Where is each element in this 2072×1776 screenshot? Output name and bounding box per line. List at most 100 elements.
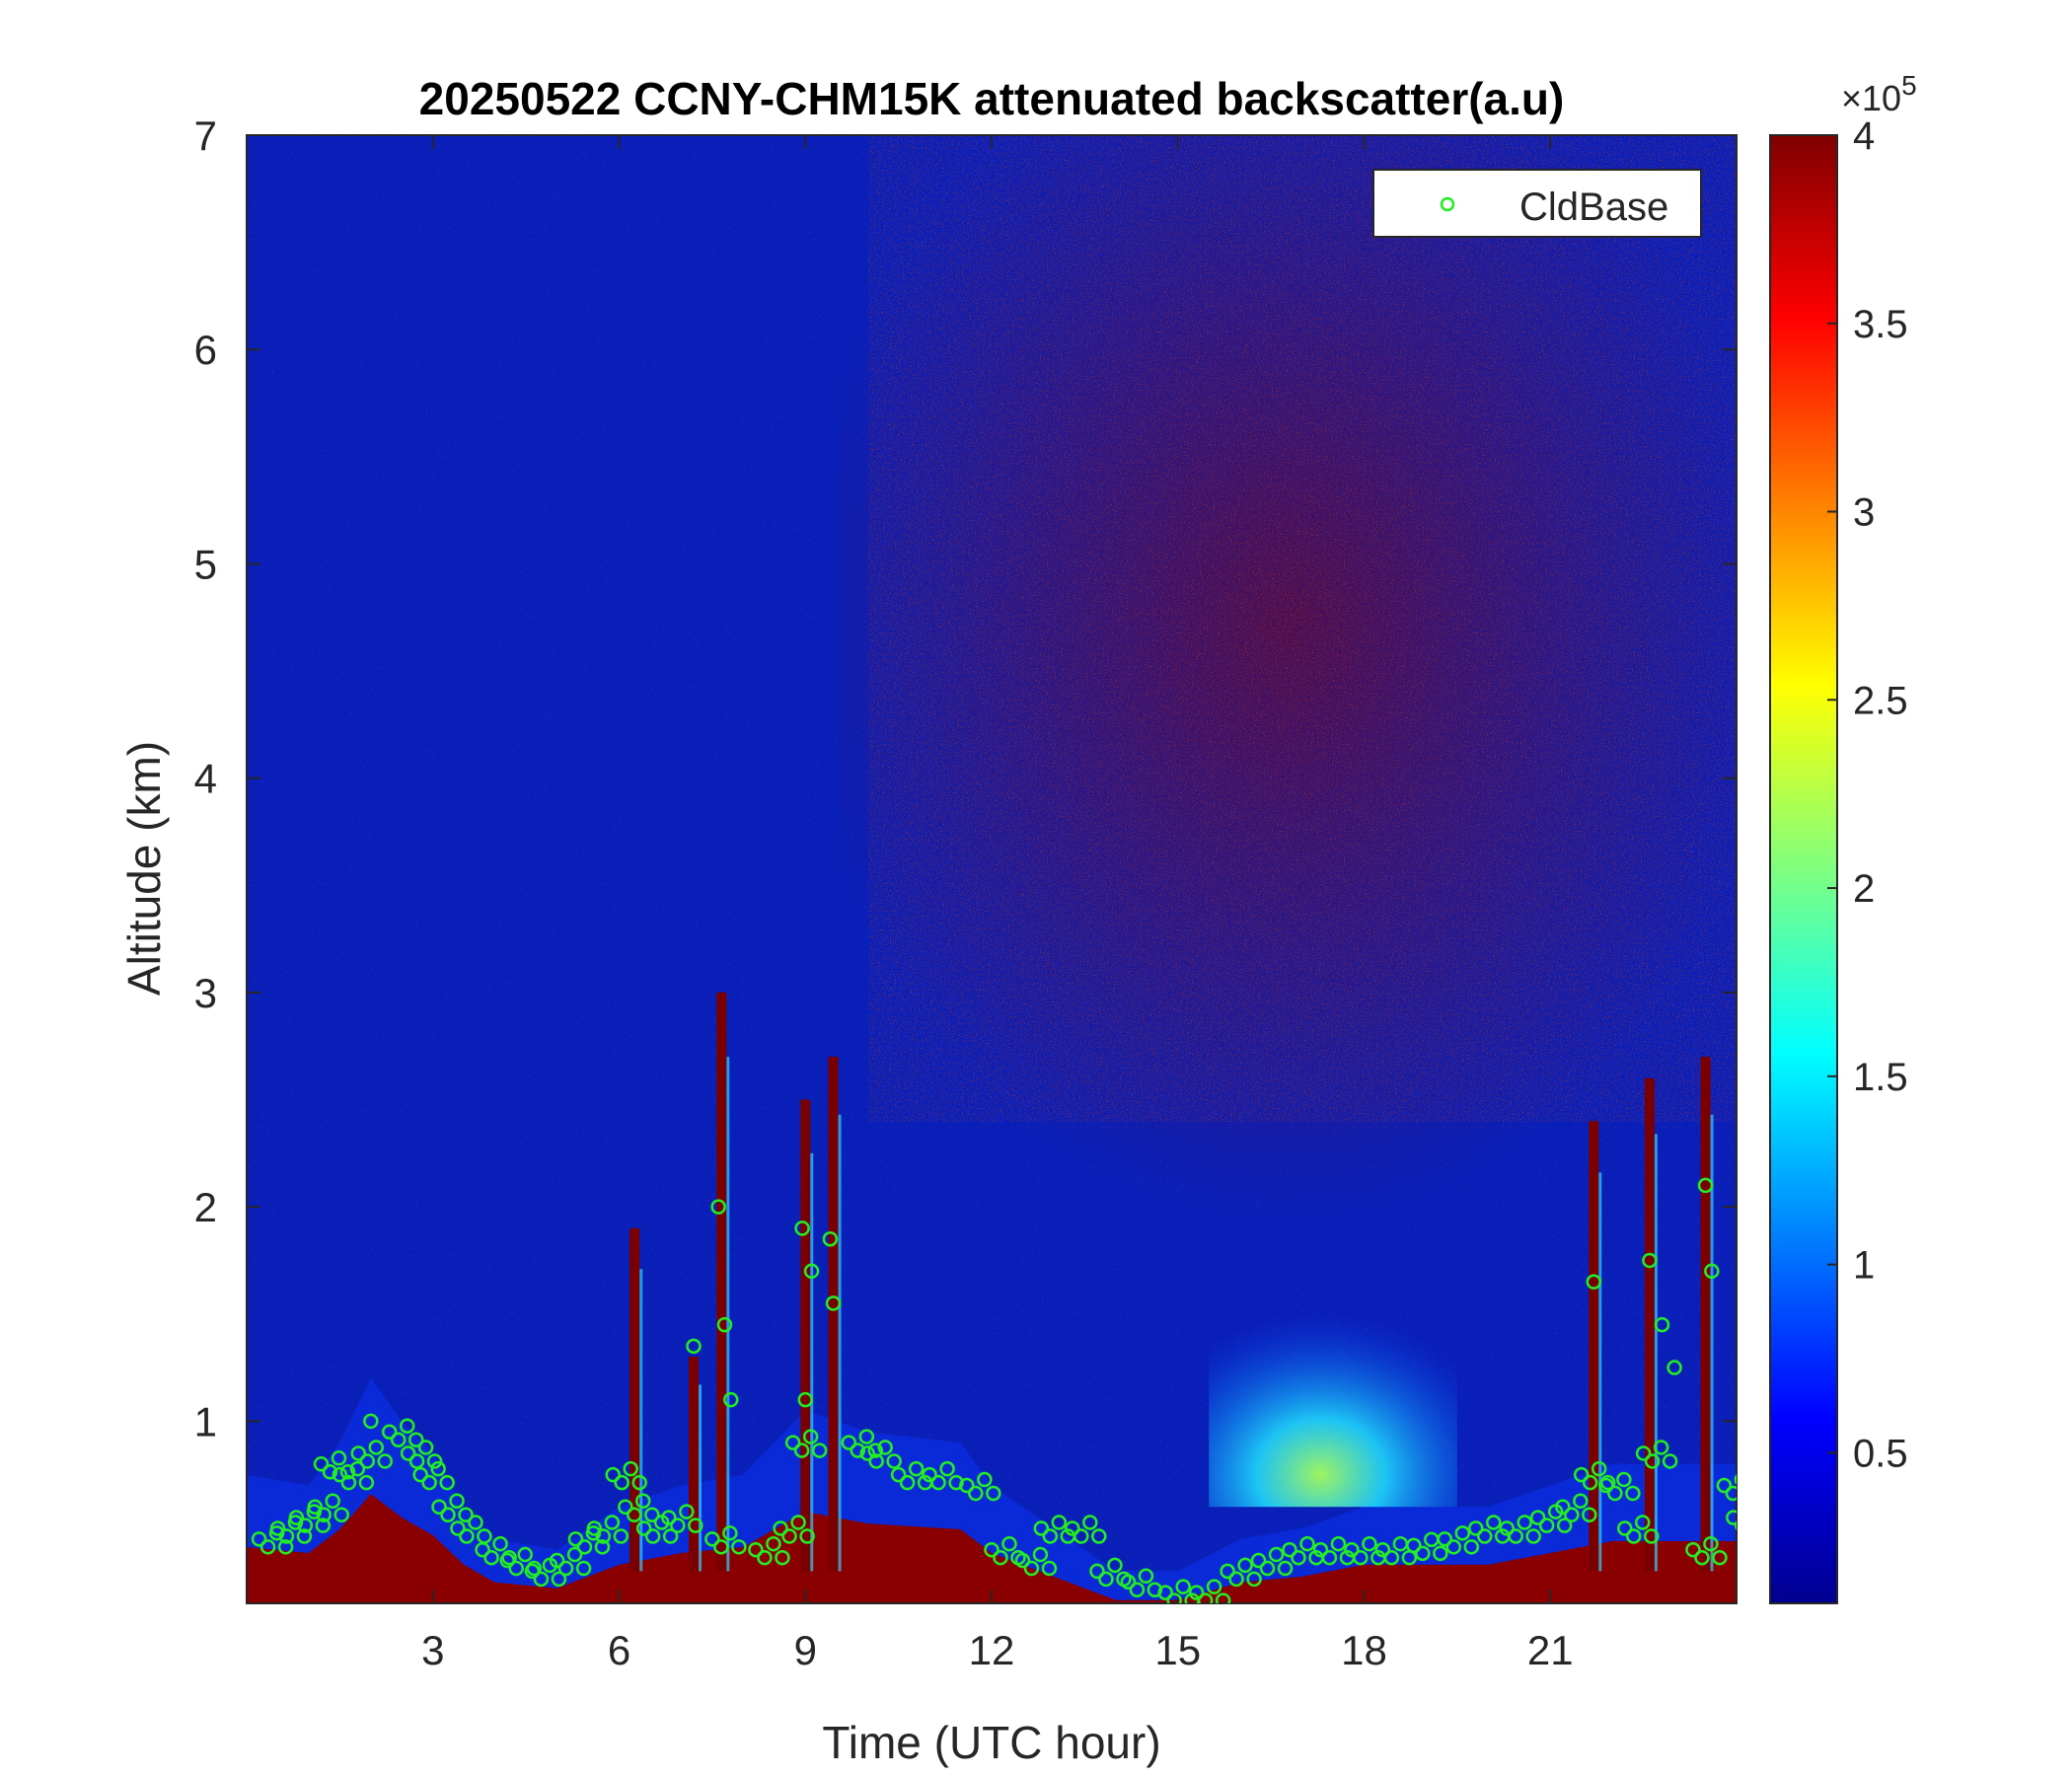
cloud-base-point [1573, 1493, 1589, 1509]
cloud-base-point [644, 1507, 660, 1522]
cloud-base-point [773, 1520, 788, 1536]
cloud-base-point [1228, 1571, 1244, 1588]
cloud-base-point [1220, 1563, 1235, 1580]
cloud-column-1 [689, 1357, 699, 1572]
cloud-base-point [551, 1571, 567, 1588]
cloud-base-point [1454, 1525, 1471, 1541]
cloud-base-point [1415, 1545, 1431, 1562]
cloud-column-3 [800, 1099, 811, 1572]
cloud-base-point [1014, 1552, 1031, 1569]
cloud-base-point [1032, 1546, 1049, 1563]
cloud-base-point [1694, 1549, 1710, 1566]
boundary-layer-saturated [247, 1494, 1737, 1603]
cloud-base-point [1299, 1535, 1315, 1552]
cloud-base-point [716, 1316, 733, 1333]
cloud-base-point [799, 1528, 815, 1544]
cloud-base-point [1704, 1263, 1720, 1280]
cloud-base-point [670, 1517, 686, 1533]
legend-box [1372, 169, 1702, 238]
cloud-base-point [1312, 1541, 1329, 1558]
cloud-base-point [475, 1541, 490, 1558]
cloud-base-point [259, 1539, 276, 1555]
cloud-base-point [566, 1546, 583, 1563]
cloud-base-point [1282, 1541, 1297, 1558]
cloud-base-point [1001, 1535, 1017, 1552]
cloud-base-point [604, 1515, 621, 1530]
cloud-base-point [459, 1528, 475, 1544]
cloud-base-point [1617, 1520, 1633, 1536]
cloud-base-point [1237, 1557, 1253, 1574]
aerosol-layer [1209, 1293, 1457, 1508]
cloud-base-point [1525, 1528, 1541, 1544]
cloud-base-point [803, 1263, 820, 1280]
cloud-base-point [1625, 1485, 1641, 1502]
cloud-base-point [363, 1413, 379, 1430]
cloud-base-point [886, 1453, 902, 1469]
cloud-base-point [1291, 1549, 1306, 1566]
cloud-base-point [331, 1450, 347, 1466]
cloud-base-point [1697, 1177, 1714, 1194]
cloud-column-edge-7 [1710, 1114, 1714, 1572]
cloud-base-point [307, 1499, 323, 1515]
cloud-base-point [1607, 1485, 1623, 1502]
cloud-base-point [517, 1546, 533, 1563]
cloud-column-0 [629, 1227, 640, 1572]
x-tick-label: 12 [969, 1627, 1015, 1673]
red-noise-texture [868, 135, 1737, 1122]
cloud-base-point [1321, 1549, 1338, 1566]
cloud-base-point [986, 1485, 1001, 1502]
cloud-base-point [377, 1453, 393, 1469]
y-tick-label: 6 [194, 327, 217, 373]
cloud-base-point [313, 1456, 330, 1472]
cloud-base-point [368, 1440, 384, 1455]
cloud-base-point [1120, 1574, 1137, 1591]
cloud-base-point [850, 1443, 866, 1458]
cloud-base-point [350, 1445, 366, 1461]
cloud-base-point [908, 1460, 925, 1477]
cloud-base-point [1644, 1453, 1661, 1469]
cloud-column-4 [828, 1057, 839, 1572]
y-tick-label: 2 [194, 1184, 217, 1230]
cloud-base-point [858, 1429, 875, 1444]
cloud-base-point [408, 1453, 425, 1469]
cloud-base-point [1433, 1545, 1448, 1562]
plot-area [247, 135, 1737, 1603]
cloud-base-point [468, 1515, 483, 1530]
cloud-base-point [1344, 1541, 1360, 1558]
cloud-base-point [316, 1507, 332, 1522]
cloud-base-point [899, 1474, 916, 1491]
cloud-base-point [1644, 1528, 1660, 1544]
colorbar-exponent: ×105 [1841, 70, 1917, 118]
cloud-base-point [710, 1199, 726, 1215]
colorbar-scale [1769, 134, 1838, 1604]
cloud-base-point [576, 1539, 593, 1555]
cloud-base-point [635, 1520, 652, 1536]
cloud-base-point [399, 1418, 415, 1434]
cloud-base-point [605, 1466, 621, 1483]
cloud-base-point [1735, 1520, 1737, 1531]
cloud-base-point [661, 1510, 677, 1525]
x-axis-label: Time (UTC hour) [822, 1717, 1160, 1768]
cloud-base-point [1042, 1528, 1059, 1544]
cloud-base-point [426, 1453, 443, 1469]
cloud-base-point [1041, 1560, 1058, 1577]
cloud-base-point [822, 1230, 839, 1247]
legend-marker [1440, 196, 1455, 212]
cloud-base-point [349, 1460, 366, 1477]
cloud-base-point [1277, 1560, 1294, 1577]
cloud-base-point [757, 1549, 773, 1566]
cloud-base-point [1753, 1519, 1766, 1532]
cloud-column-edge-5 [1598, 1172, 1602, 1572]
chart-title: 20250522 CCNY-CHM15K attenuated backscat… [419, 73, 1565, 124]
cloud-base-point [296, 1528, 313, 1544]
cloud-base-point [1555, 1499, 1571, 1515]
cloud-base-point [1564, 1507, 1580, 1522]
cloud-column-edge-0 [639, 1269, 643, 1572]
cloud-base-point [430, 1460, 446, 1477]
cloud-base-point [1635, 1515, 1651, 1530]
cloud-base-point [1129, 1582, 1146, 1598]
cloud-base-point [288, 1510, 305, 1525]
cloud-base-point [1529, 1510, 1546, 1525]
cloud-base-point [390, 1432, 407, 1447]
